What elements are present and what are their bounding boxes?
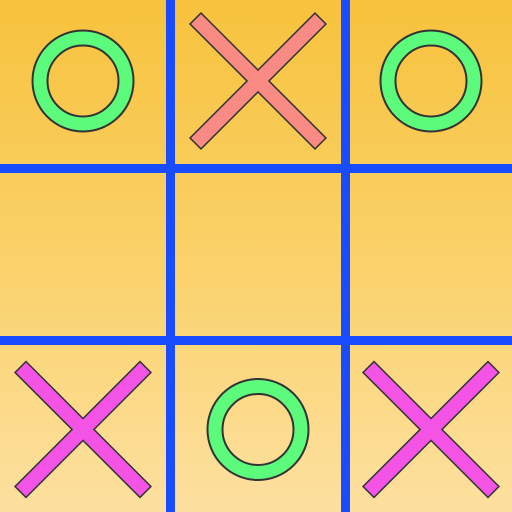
cell-r2-c1[interactable] — [0, 175, 166, 334]
grid-line-horizontal-2 — [0, 336, 512, 345]
grid-line-horizontal-1 — [0, 164, 512, 173]
cell-r2-c2[interactable] — [175, 175, 341, 334]
o-mark-icon — [379, 29, 483, 133]
grid-line-vertical-1 — [166, 0, 175, 512]
cell-r1-c3[interactable] — [350, 0, 512, 162]
grid-line-vertical-2 — [341, 0, 350, 512]
o-mark-icon — [206, 378, 310, 481]
cell-r1-c1[interactable] — [0, 0, 166, 162]
x-mark-icon — [188, 11, 328, 151]
cell-r3-c2[interactable] — [175, 347, 341, 512]
x-mark-icon — [361, 360, 501, 499]
x-mark-icon — [13, 360, 153, 499]
cell-r2-c3[interactable] — [350, 175, 512, 334]
o-mark-icon — [31, 29, 135, 133]
